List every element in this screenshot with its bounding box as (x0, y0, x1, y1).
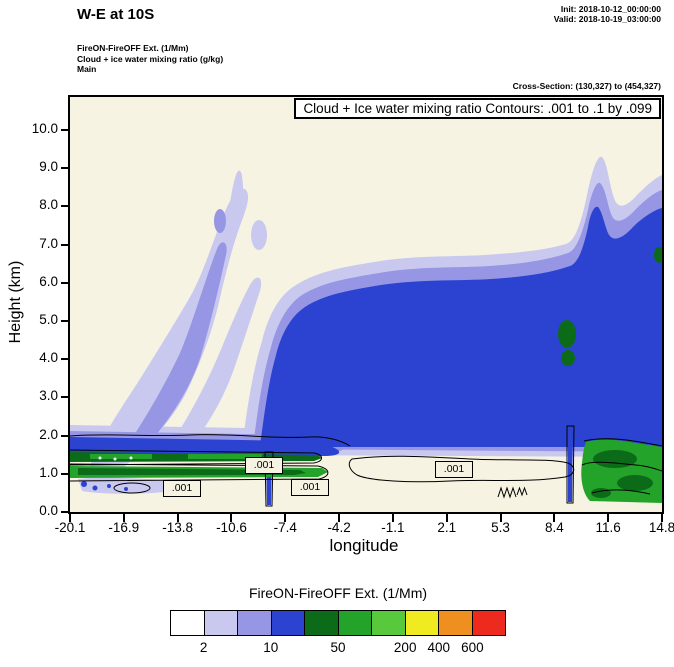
y-tick-mark (61, 205, 70, 208)
x-tick-mark (661, 514, 663, 522)
x-tick-mark (499, 514, 502, 522)
x-tick-label: 8.4 (544, 520, 564, 535)
x-tick-label: -20.1 (54, 520, 86, 535)
y-tick-label: 1.0 (39, 464, 58, 480)
legend-cell (171, 611, 204, 635)
y-tick-mark (61, 320, 70, 322)
legend-cell (337, 611, 371, 635)
x-tick-label: 2.1 (437, 520, 457, 535)
legend-tick-label: 2 (199, 640, 208, 655)
field-line-3: Main (77, 64, 97, 74)
x-tick-mark (391, 514, 394, 522)
x-tick-label: 5.3 (491, 520, 510, 535)
figure-title: W-E at 10S (77, 6, 155, 23)
filled-contour-field (70, 97, 662, 512)
cross-section-label: Cross-Section: (130,327) to (454,327) (512, 81, 661, 91)
y-tick-label: 7.0 (39, 235, 58, 251)
contour-value-label: .001 (435, 461, 473, 478)
y-tick-mark (61, 511, 70, 513)
y-tick-mark (61, 434, 70, 437)
field-description: FireON-FireOFF Ext. (1/Mm) Cloud + ice w… (77, 43, 223, 75)
legend-bar (170, 610, 506, 636)
legend-cell (371, 611, 405, 635)
legend-title: FireON-FireOFF Ext. (1/Mm) (248, 585, 428, 601)
x-tick-mark (338, 514, 341, 522)
x-tick-label: -13.8 (162, 520, 194, 535)
y-tick-label: 10.0 (31, 121, 58, 136)
legend-tick-label: 10 (263, 640, 279, 655)
y-tick-mark (61, 358, 70, 361)
x-tick-mark (230, 514, 233, 522)
valid-timestamp: Valid: 2018-10-19_03:00:00 (553, 14, 661, 24)
legend-cell (270, 611, 304, 635)
y-tick-mark (61, 396, 70, 399)
field-line-1: FireON-FireOFF Ext. (1/Mm) (77, 43, 189, 53)
y-tick-label: 3.0 (39, 388, 58, 404)
legend-cell (237, 611, 271, 635)
x-axis-title: longitude (329, 536, 399, 555)
contour-value-label: .001 (245, 457, 283, 474)
x-tick-mark (176, 514, 179, 522)
x-tick-label: -1.1 (381, 520, 405, 535)
x-tick-label: -7.4 (273, 520, 297, 535)
plot-area: Cloud + Ice water mixing ratio Contours:… (32, 95, 674, 535)
x-tick-mark (445, 514, 448, 522)
y-tick-label: 9.0 (39, 159, 58, 175)
y-tick-label: 0.0 (39, 503, 58, 518)
x-tick-label: -10.6 (216, 520, 247, 535)
x-tick-label: -16.9 (108, 520, 140, 535)
x-tick-label: -4.2 (327, 520, 351, 535)
y-tick-label: 5.0 (39, 312, 58, 327)
field-line-2: Cloud + ice water mixing ratio (g/kg) (77, 53, 224, 64)
legend-labels: 2 10 50 200 400 600 (170, 640, 506, 656)
legend-cell (304, 611, 338, 635)
x-tick-mark (553, 514, 556, 522)
x-tick-mark (69, 514, 71, 522)
legend-cell (471, 611, 505, 635)
x-tick-label: 14.8 (648, 520, 674, 535)
y-tick-label: 8.0 (39, 197, 58, 213)
legend-tick-label: 50 (330, 640, 346, 655)
plot-inner-title: Cloud + Ice water mixing ratio Contours:… (294, 98, 661, 119)
y-axis-title: Height (km) (7, 260, 24, 344)
x-tick-mark (122, 514, 125, 522)
y-tick-label: 2.0 (39, 426, 58, 442)
legend-cell (203, 611, 237, 635)
y-tick-mark (61, 167, 70, 170)
y-tick-label: 4.0 (39, 350, 58, 366)
contour-value-label: .001 (163, 480, 201, 497)
init-timestamp: Init: 2018-10-12_00:00:00 (560, 4, 661, 14)
contour-value-label: .001 (291, 479, 329, 496)
y-tick-mark (61, 281, 70, 284)
legend-tick-label: 400 (427, 640, 451, 655)
legend-tick-label: 600 (461, 640, 484, 655)
legend-cell (438, 611, 472, 635)
y-tick-mark (61, 129, 70, 131)
x-tick-mark (284, 514, 287, 522)
x-tick-label: 11.6 (595, 520, 621, 535)
x-tick-mark (607, 514, 610, 522)
y-tick-mark (61, 472, 70, 475)
cloud-mixing-ratio-contour-lines (70, 425, 662, 507)
legend-cell (404, 611, 438, 635)
y-tick-mark (61, 243, 70, 246)
legend-tick-label: 200 (393, 640, 417, 655)
y-tick-label: 6.0 (39, 273, 58, 289)
